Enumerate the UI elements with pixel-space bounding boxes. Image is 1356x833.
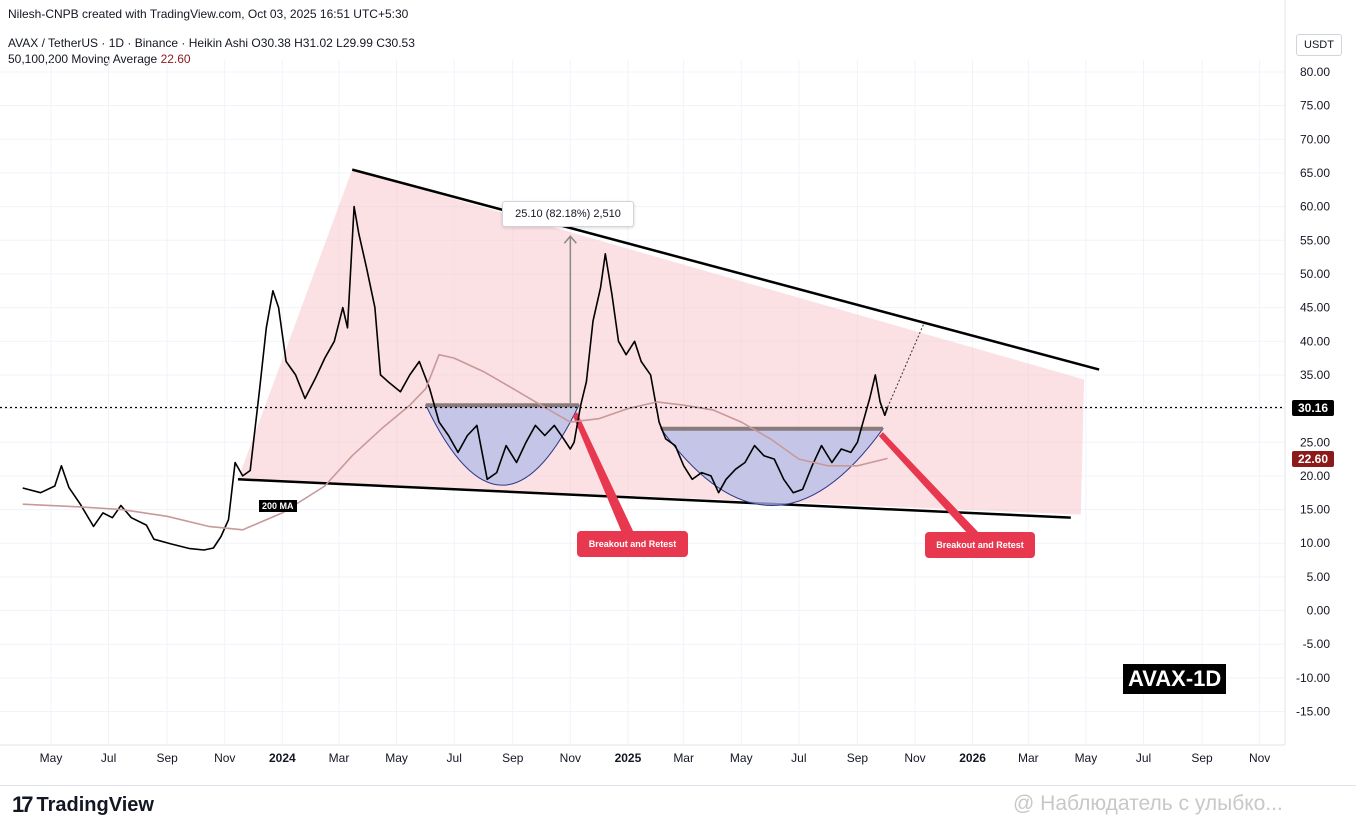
x-tick-label: 2026 bbox=[959, 751, 986, 765]
brand-label: TradingView bbox=[36, 793, 154, 816]
chart-grid bbox=[0, 0, 1286, 746]
chart-watermark-title: AVAX-1D bbox=[1123, 664, 1227, 694]
x-tick-label: May bbox=[385, 751, 408, 765]
x-tick-label: Jul bbox=[447, 751, 462, 765]
y-tick-label: 5.00 bbox=[1307, 570, 1331, 584]
y-tick-label: 55.00 bbox=[1300, 233, 1330, 247]
x-tick-label: Jul bbox=[1136, 751, 1151, 765]
triangle-upper-line bbox=[351, 168, 1100, 371]
y-tick-label: 40.00 bbox=[1300, 334, 1330, 348]
triangle-fill bbox=[237, 169, 1085, 515]
author-line: Nilesh-CNPB created with TradingView.com… bbox=[8, 7, 409, 21]
x-tick-label: May bbox=[40, 751, 63, 765]
breakout-callout-1: Breakout and Retest bbox=[577, 531, 688, 557]
y-tick-label: 45.00 bbox=[1300, 301, 1330, 315]
x-tick-label: Nov bbox=[214, 751, 235, 765]
x-tick-label: May bbox=[730, 751, 753, 765]
x-tick-label: Sep bbox=[156, 751, 178, 765]
x-tick-label: May bbox=[1075, 751, 1098, 765]
ma-legend[interactable]: 50,100,200 Moving Average 22.60 bbox=[8, 52, 191, 66]
x-tick-label: Nov bbox=[1249, 751, 1270, 765]
price-chart[interactable]: 80.00 75.00 70.00 65.00 60.00 55.00 50.00 45.00… bbox=[0, 0, 1356, 785]
x-tick-label: Sep bbox=[847, 751, 869, 765]
y-tick-label: 80.00 bbox=[1300, 65, 1330, 79]
y-tick-label: -5.00 bbox=[1303, 637, 1331, 651]
x-tick-label: 2024 bbox=[269, 751, 296, 765]
y-tick-label: 75.00 bbox=[1300, 99, 1330, 113]
y-tick-label: -10.00 bbox=[1296, 671, 1330, 685]
callout-pointer-2 bbox=[878, 432, 980, 534]
projection-line bbox=[887, 324, 924, 408]
price-axis: 80.00 75.00 70.00 65.00 60.00 55.00 50.00 45.00… bbox=[1296, 65, 1330, 719]
x-tick-label: Nov bbox=[904, 751, 925, 765]
x-tick-label: Mar bbox=[1018, 751, 1039, 765]
credit-watermark: @ Наблюдатель с улыбко... bbox=[1013, 792, 1283, 815]
y-tick-label: 10.00 bbox=[1300, 536, 1330, 550]
x-tick-label: Sep bbox=[1191, 751, 1213, 765]
tradingview-logo-icon: 17 bbox=[12, 792, 34, 817]
y-tick-label: 15.00 bbox=[1300, 503, 1330, 517]
time-axis: May Jul Sep Nov 2024 Mar May Jul Sep Nov 2025 Mar Ma… bbox=[40, 751, 1271, 765]
ma-value: 22.60 bbox=[160, 52, 191, 66]
ma200-line bbox=[22, 353, 888, 531]
tradingview-brand[interactable]: 17 TradingView bbox=[12, 792, 154, 818]
price-series bbox=[0, 205, 1285, 551]
callout-pointer-1 bbox=[572, 411, 634, 533]
ma-price-tag: 22.60 bbox=[1292, 451, 1334, 467]
x-tick-label: Mar bbox=[673, 751, 694, 765]
x-tick-label: Mar bbox=[329, 751, 350, 765]
y-tick-label: 0.00 bbox=[1307, 604, 1331, 618]
measure-label: 25.10 (82.18%) 2,510 bbox=[502, 201, 634, 227]
currency-button[interactable]: USDT bbox=[1296, 34, 1342, 56]
y-tick-label: 60.00 bbox=[1300, 200, 1330, 214]
y-tick-label: 65.00 bbox=[1300, 166, 1330, 180]
y-tick-label: 20.00 bbox=[1300, 469, 1330, 483]
cup-shape-1 bbox=[425, 404, 580, 486]
pattern-drawings bbox=[237, 168, 1100, 534]
x-tick-label: Nov bbox=[560, 751, 581, 765]
last-price-tag: 30.16 bbox=[1292, 400, 1334, 416]
x-tick-label: Jul bbox=[101, 751, 116, 765]
y-tick-label: -15.00 bbox=[1296, 705, 1330, 719]
measure-arrowhead bbox=[563, 235, 577, 244]
y-tick-label: 35.00 bbox=[1300, 368, 1330, 382]
x-tick-label: Jul bbox=[791, 751, 806, 765]
x-tick-label: Sep bbox=[502, 751, 524, 765]
ma200-label: 200 MA bbox=[259, 500, 297, 512]
y-tick-label: 50.00 bbox=[1300, 267, 1330, 281]
symbol-line: AVAX / TetherUS · 1D · Binance · Heikin … bbox=[8, 36, 415, 50]
x-tick-label: 2025 bbox=[615, 751, 642, 765]
y-tick-label: 25.00 bbox=[1300, 435, 1330, 449]
footer-divider bbox=[0, 785, 1356, 786]
y-tick-label: 70.00 bbox=[1300, 132, 1330, 146]
ma-label: 50,100,200 Moving Average bbox=[8, 52, 158, 66]
triangle-lower-line bbox=[237, 478, 1071, 519]
price-line bbox=[22, 205, 889, 551]
breakout-callout-2: Breakout and Retest bbox=[925, 532, 1035, 558]
